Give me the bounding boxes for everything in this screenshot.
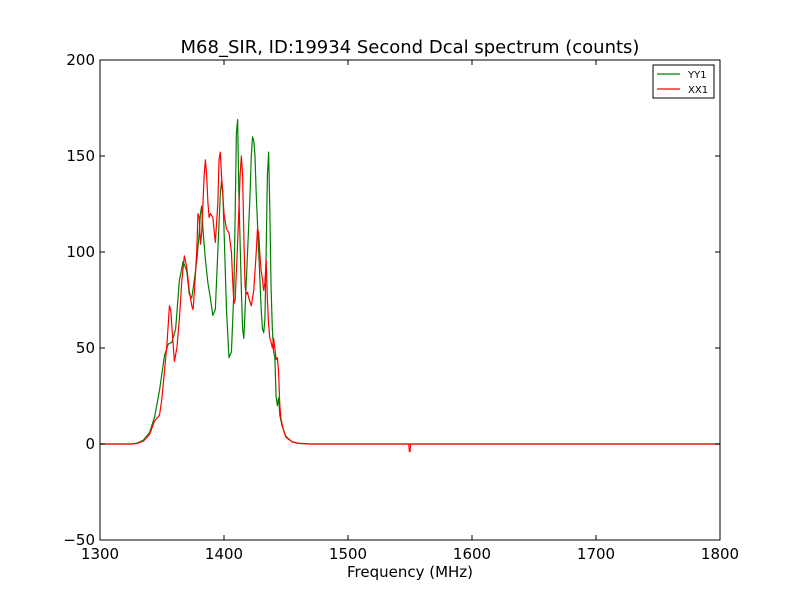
y-tick-label: −50 <box>63 531 95 549</box>
tick-layer: 1300 1400 1500 1600 1700 1800 −50 0 50 100 150 200 <box>63 51 739 563</box>
x-tick-label: 1800 <box>701 545 739 563</box>
chart-title: M68_SIR, ID:19934 Second Dcal spectrum (… <box>181 37 640 58</box>
legend-label-xx1: XX1 <box>688 85 708 96</box>
x-tick-label: 1500 <box>329 545 367 563</box>
y-tick-label: 150 <box>66 147 95 165</box>
x-tick-label: 1300 <box>81 545 119 563</box>
legend-label-yy1: YY1 <box>687 70 707 81</box>
x-tick-label: 1400 <box>205 545 243 563</box>
plot-area <box>100 60 720 540</box>
x-axis-label: Frequency (MHz) <box>347 563 473 581</box>
plot-frame <box>99 59 721 541</box>
y-tick-label: 200 <box>66 51 95 69</box>
x-tick-label: 1700 <box>577 545 615 563</box>
y-tick-label: 0 <box>85 435 95 453</box>
y-tick-label: 100 <box>66 243 95 261</box>
series-layer <box>100 118 720 453</box>
y-tick-label: 50 <box>76 339 95 357</box>
legend-frame <box>652 64 715 99</box>
x-tick-label: 1600 <box>453 545 491 563</box>
series-line-xx1 <box>100 151 720 453</box>
